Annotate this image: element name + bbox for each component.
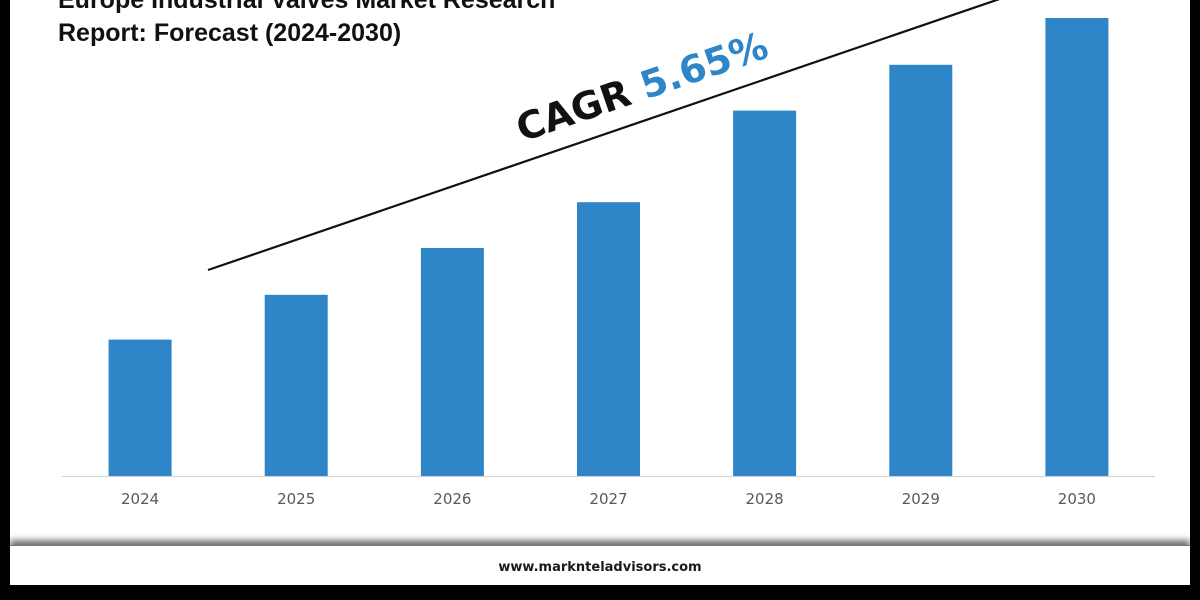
- bar-2028: [733, 110, 797, 476]
- chart-frame: Europe Industrial Valves Market Research…: [10, 0, 1190, 585]
- x-tick-label-2030: 2030: [1058, 490, 1096, 508]
- bar-2025: [264, 294, 328, 476]
- bar-2026: [420, 248, 484, 476]
- x-tick-label-2028: 2028: [746, 490, 784, 508]
- bar-2024: [108, 339, 172, 476]
- bar-2029: [889, 64, 953, 477]
- x-tick-label-2024: 2024: [121, 490, 159, 508]
- x-tick-label-2029: 2029: [902, 490, 940, 508]
- x-tick-label-2025: 2025: [277, 490, 315, 508]
- cagr-value: 5.65%: [634, 23, 773, 108]
- bar-chart: 2024 2025 2026 2027 2028 2029 2030 CAGR 5.65%: [62, 0, 1155, 508]
- chart-title: Europe Industrial Valves Market Research…: [58, 0, 556, 47]
- cagr-trend-line: [207, 0, 1001, 272]
- bar-2027: [577, 202, 640, 476]
- x-tick-label-2026: 2026: [433, 490, 471, 508]
- bar-2030: [1045, 18, 1109, 476]
- cagr-label: CAGR: [511, 66, 649, 150]
- footer-band: www.marknteladvisors.com: [10, 545, 1190, 585]
- footer-website-link[interactable]: www.marknteladvisors.com: [498, 560, 702, 575]
- x-tick-label-2027: 2027: [589, 490, 627, 508]
